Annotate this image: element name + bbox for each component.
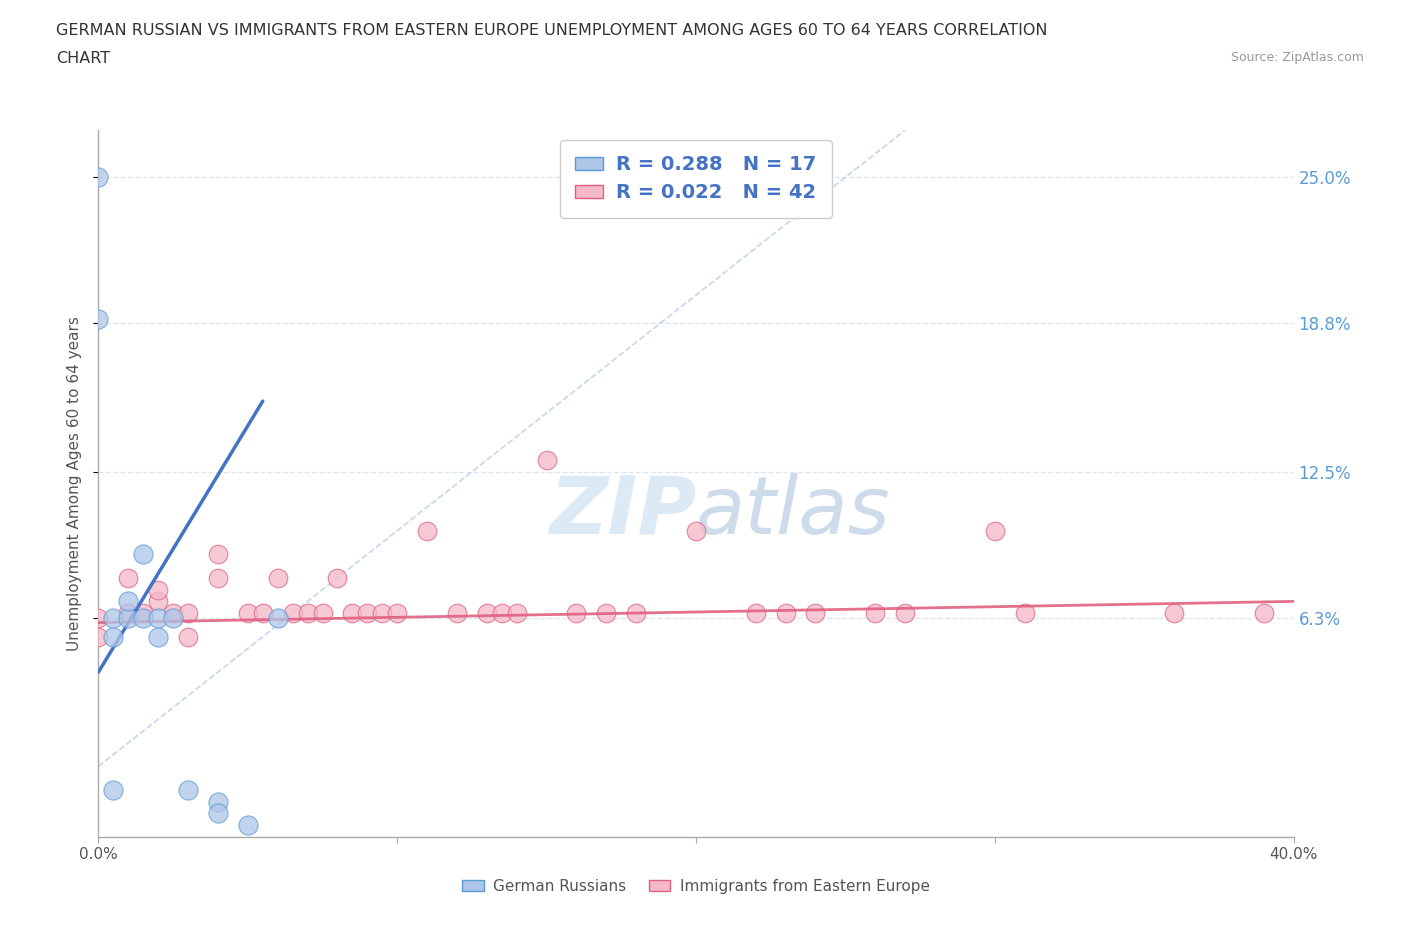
- Point: [132, 605, 155, 620]
- Point: [177, 605, 200, 620]
- Point: [252, 605, 274, 620]
- Point: [267, 610, 290, 625]
- Point: [236, 817, 259, 832]
- Point: [148, 630, 170, 644]
- Point: [356, 605, 378, 620]
- Text: ZIP: ZIP: [548, 472, 696, 551]
- Point: [87, 630, 110, 644]
- Point: [117, 610, 139, 625]
- Point: [297, 605, 319, 620]
- Point: [207, 547, 229, 562]
- Text: CHART: CHART: [56, 51, 110, 66]
- Point: [1253, 605, 1275, 620]
- Point: [865, 605, 887, 620]
- Point: [103, 782, 125, 797]
- Point: [1014, 605, 1036, 620]
- Point: [117, 594, 139, 609]
- Point: [385, 605, 409, 620]
- Point: [87, 610, 110, 625]
- Point: [132, 547, 155, 562]
- Point: [162, 610, 184, 625]
- Point: [207, 794, 229, 809]
- Point: [148, 582, 170, 597]
- Y-axis label: Unemployment Among Ages 60 to 64 years: Unemployment Among Ages 60 to 64 years: [67, 316, 83, 651]
- Point: [117, 605, 139, 620]
- Point: [148, 610, 170, 625]
- Point: [207, 570, 229, 585]
- Point: [626, 605, 648, 620]
- Point: [103, 630, 125, 644]
- Point: [745, 605, 768, 620]
- Point: [177, 782, 200, 797]
- Point: [267, 570, 290, 585]
- Point: [506, 605, 529, 620]
- Text: Source: ZipAtlas.com: Source: ZipAtlas.com: [1230, 51, 1364, 64]
- Point: [132, 610, 155, 625]
- Point: [804, 605, 827, 620]
- Point: [177, 630, 200, 644]
- Point: [103, 610, 125, 625]
- Point: [775, 605, 797, 620]
- Point: [342, 605, 364, 620]
- Point: [371, 605, 394, 620]
- Point: [1163, 605, 1185, 620]
- Point: [475, 605, 498, 620]
- Point: [281, 605, 304, 620]
- Point: [446, 605, 468, 620]
- Text: atlas: atlas: [696, 472, 891, 551]
- Point: [416, 524, 439, 538]
- Point: [162, 605, 184, 620]
- Point: [595, 605, 617, 620]
- Point: [236, 605, 259, 620]
- Point: [148, 594, 170, 609]
- Text: GERMAN RUSSIAN VS IMMIGRANTS FROM EASTERN EUROPE UNEMPLOYMENT AMONG AGES 60 TO 6: GERMAN RUSSIAN VS IMMIGRANTS FROM EASTER…: [56, 23, 1047, 38]
- Point: [565, 605, 588, 620]
- Point: [536, 453, 558, 468]
- Point: [894, 605, 917, 620]
- Point: [491, 605, 513, 620]
- Legend: German Russians, Immigrants from Eastern Europe: German Russians, Immigrants from Eastern…: [457, 873, 935, 900]
- Point: [685, 524, 707, 538]
- Point: [984, 524, 1007, 538]
- Point: [117, 570, 139, 585]
- Point: [311, 605, 333, 620]
- Point: [207, 806, 229, 821]
- Point: [87, 312, 110, 326]
- Point: [87, 170, 110, 185]
- Point: [326, 570, 349, 585]
